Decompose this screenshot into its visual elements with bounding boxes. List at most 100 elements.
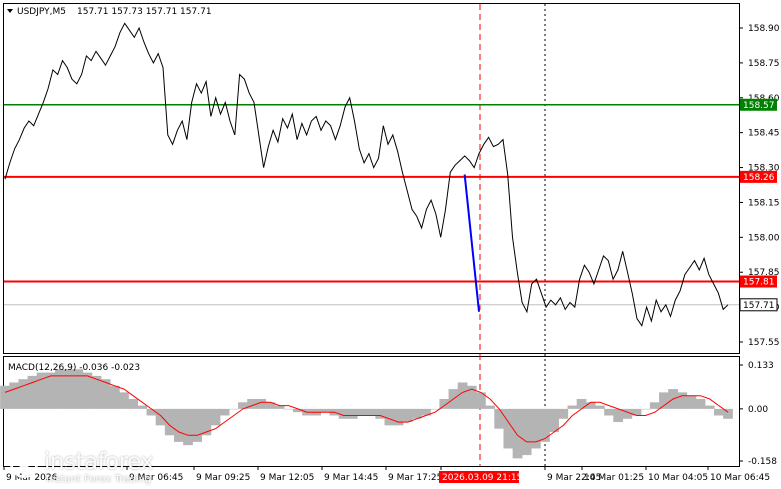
- price-vertical-markers: [479, 4, 546, 466]
- macd-histogram-bar: [9, 382, 20, 409]
- time-tick-label: 10 Mar 04:05: [648, 473, 708, 483]
- macd-histogram-bar: [594, 405, 605, 409]
- macd-histogram-bar: [411, 408, 422, 419]
- ohlc-values: 157.71 157.73 157.71 157.71: [77, 7, 212, 17]
- macd-histogram-bar: [192, 408, 203, 442]
- brand-name: instaforex: [44, 449, 154, 475]
- price-tick-label: 157.85: [748, 268, 780, 278]
- macd-histogram-bar: [512, 408, 523, 459]
- highlight-time-label: 2026.03.09 21:15: [442, 473, 522, 483]
- macd-histogram-bar: [82, 372, 93, 409]
- macd-histogram-bar: [119, 392, 129, 409]
- time-tick-label: 10 Mar 06:45: [710, 473, 770, 483]
- macd-histogram-bar: [494, 408, 505, 429]
- move-trend-line: [463, 174, 481, 312]
- macd-histogram-bar: [439, 398, 450, 409]
- macd-histogram-bar: [723, 408, 733, 419]
- macd-histogram-bar: [558, 408, 569, 419]
- macd-histogram-bar: [649, 402, 660, 409]
- macd-histogram-bar: [164, 408, 175, 436]
- macd-histogram-bar: [567, 405, 578, 409]
- price-tick-label: 158.00: [748, 233, 780, 243]
- price-levels: [4, 104, 739, 306]
- level-price-label-box: [740, 170, 777, 183]
- time-tick-label: 9 Mar 06:45: [129, 473, 183, 483]
- macd-histogram-bar: [210, 408, 221, 426]
- macd-axis: 0.133 0.00 -0.158: [739, 361, 777, 467]
- macd-histogram-bar: [256, 398, 267, 409]
- macd-histogram-bar: [640, 408, 651, 410]
- price-axis: 158.90158.75158.60158.45158.30158.15158.…: [739, 24, 780, 348]
- macd-histogram-bar: [73, 369, 84, 409]
- price-line: [4, 22, 729, 327]
- macd-tick-label: -0.158: [748, 457, 777, 467]
- macd-histogram-bar: [485, 405, 495, 409]
- macd-histogram-bar: [631, 408, 642, 416]
- macd-histogram-bar: [55, 369, 65, 409]
- macd-histogram-bar: [466, 385, 477, 409]
- macd-histogram-bar: [384, 408, 395, 426]
- macd-indicator: [0, 369, 733, 459]
- macd-histogram-bar: [274, 405, 285, 409]
- macd-histogram-bar: [503, 408, 514, 449]
- macd-tick-label: 0.133: [748, 361, 774, 371]
- macd-histogram-bar: [100, 379, 111, 409]
- macd-histogram-bar: [686, 395, 697, 409]
- macd-histogram-bar: [576, 398, 587, 409]
- macd-histogram-bar: [18, 379, 29, 409]
- time-tick-label: 10 Mar 01:25: [584, 473, 644, 483]
- level-price-label: 157.81: [743, 278, 775, 288]
- price-series: [4, 22, 729, 327]
- time-tick-label: 9 Mar 09:25: [196, 473, 250, 483]
- current-price-label-box: [739, 298, 778, 312]
- instaforex-logo-icon: [10, 450, 38, 478]
- macd-histogram-bar: [91, 375, 102, 409]
- time-tick-label: 9 Mar 12:05: [260, 473, 314, 483]
- macd-histogram-bar: [247, 398, 257, 409]
- macd-histogram-bar: [677, 392, 688, 409]
- macd-histogram-bar: [183, 408, 193, 446]
- macd-histogram-bar: [540, 408, 550, 442]
- brand-tagline: Instant Forex Trading: [46, 474, 152, 485]
- macd-histogram-bar: [238, 402, 248, 409]
- symbol-label[interactable]: USDJPY,M5: [17, 7, 66, 17]
- macd-histogram-bar: [219, 408, 230, 416]
- macd-histogram-bar: [347, 408, 358, 419]
- macd-histogram-bar: [64, 369, 74, 409]
- price-tick-label: 158.90: [748, 24, 780, 34]
- macd-histogram-bar: [292, 408, 303, 413]
- macd-histogram-bar: [338, 408, 349, 419]
- macd-histogram-bar: [283, 408, 294, 410]
- macd-histogram-bar: [659, 392, 669, 409]
- level-price-label-box: [740, 275, 777, 288]
- price-panel[interactable]: [3, 3, 740, 354]
- macd-histogram-bar: [521, 408, 532, 456]
- price-tick-label: 158.75: [748, 59, 780, 69]
- macd-histogram-bar: [128, 398, 139, 409]
- time-tick-label: 9 Mar 2026: [6, 473, 58, 483]
- macd-histogram-bar: [174, 408, 184, 442]
- level-price-label: 158.26: [743, 173, 775, 183]
- macd-histogram-bar: [402, 408, 413, 423]
- dropdown-arrow-icon[interactable]: [7, 9, 13, 13]
- macd-histogram-bar: [357, 408, 367, 416]
- macd-histogram-bar: [393, 408, 404, 426]
- macd-histogram-bar: [27, 375, 38, 409]
- price-tick-label: 158.30: [748, 164, 780, 174]
- time-tick-label: 9 Mar 17:25: [388, 473, 442, 483]
- macd-histogram-bar: [375, 408, 386, 419]
- macd-histogram-bar: [604, 408, 614, 416]
- highlight-time-label-box: [439, 471, 519, 483]
- macd-histogram-bar: [695, 398, 706, 409]
- level-price-label-box: [740, 98, 777, 111]
- macd-histogram-bar: [228, 408, 239, 410]
- macd-histogram-bar: [713, 408, 724, 416]
- macd-histogram-bar: [704, 405, 715, 409]
- macd-histogram-bar: [45, 372, 56, 409]
- macd-histogram-bar: [622, 408, 633, 419]
- macd-histogram-bar: [530, 408, 541, 449]
- macd-histogram-bar: [457, 382, 468, 409]
- macd-histogram-bar: [585, 402, 596, 409]
- macd-histogram-bar: [265, 402, 276, 409]
